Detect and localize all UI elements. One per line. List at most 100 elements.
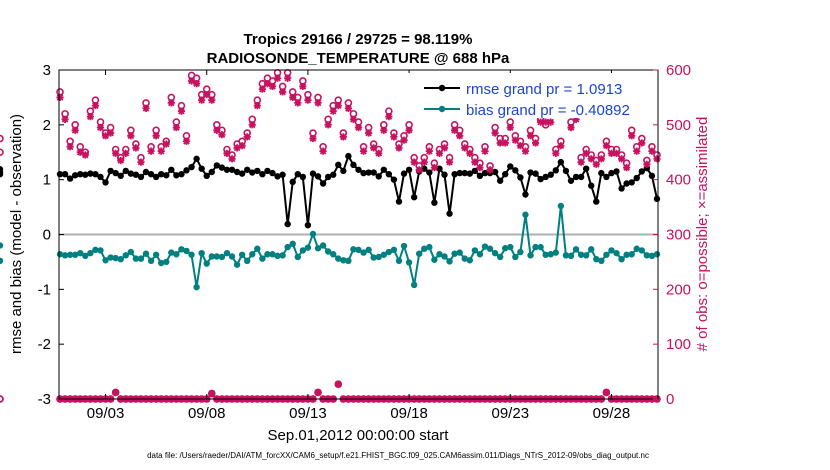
bias-point: [517, 248, 524, 256]
bias-point: [395, 257, 403, 265]
bias-point: [608, 247, 615, 254]
rmse-point: [314, 173, 322, 180]
assimilated-obs-marker: [602, 142, 610, 150]
y-left-tick-label: 0: [43, 227, 51, 244]
assimilated-obs-marker: [152, 132, 160, 140]
bias-point: [456, 249, 463, 256]
rmse-point: [66, 175, 74, 182]
y-axis-label-left: rmse and bias (model - observation): [8, 114, 25, 354]
rmse-point: [390, 176, 398, 183]
x-tick-label: 09/08: [188, 405, 226, 422]
bias-point: [390, 246, 398, 254]
assimilated-obs-marker: [334, 102, 342, 110]
assimilated-obs-marker: [86, 113, 94, 121]
bias-point: [436, 251, 443, 258]
bias-point: [193, 283, 200, 291]
rmse-point: [213, 162, 221, 169]
rmse-point: [203, 172, 210, 180]
bias-point: [183, 247, 190, 255]
assimilated-obs-marker: [612, 149, 621, 157]
assimilated-obs-marker: [542, 118, 550, 126]
rmse-point: [157, 170, 165, 178]
rmse-point: [588, 182, 595, 189]
assimilated-obs-marker: [56, 93, 64, 102]
rmse-point: [335, 161, 342, 169]
assimilated-obs-marker: [61, 115, 69, 123]
assimilated-obs-marker: [511, 136, 519, 144]
rmse-point: [577, 173, 585, 181]
rmse-point: [142, 168, 150, 176]
bias-point: [168, 249, 175, 256]
bias-point: [562, 252, 570, 259]
rmse-point: [61, 170, 69, 178]
rmse-point: [228, 166, 236, 173]
rmse-point: [309, 170, 317, 177]
assimilated-obs-marker: [390, 133, 398, 141]
assimilated-obs-marker: [577, 158, 585, 166]
assimilated-obs-marker: [208, 96, 216, 104]
x-tick-label: 09/28: [593, 405, 631, 422]
assimilated-obs-marker: [243, 133, 251, 141]
assimilated-obs-marker: [101, 132, 110, 140]
y-right-tick-label: 300: [666, 227, 691, 244]
bias-point: [112, 254, 119, 262]
bias-point: [496, 253, 504, 261]
rmse-point: [152, 173, 160, 181]
bias-point: [421, 245, 428, 252]
rmse-point: [476, 172, 484, 180]
assimilated-obs-marker: [425, 147, 433, 155]
assimilated-obs-marker: [476, 164, 484, 172]
bias-point: [178, 246, 185, 253]
rmse-point: [653, 195, 661, 203]
rmse-point: [92, 170, 99, 178]
rmse-point: [461, 169, 468, 177]
bias-point: [486, 245, 494, 252]
bias-point: [279, 252, 286, 259]
bias-point: [228, 253, 236, 260]
bias-point: [431, 256, 438, 263]
rmse-point: [173, 172, 180, 179]
bias-point: [481, 243, 489, 250]
y-left-tick-label: 2: [43, 117, 51, 134]
possible-obs-low-marker: [0, 395, 4, 403]
assimilated-obs-marker: [142, 104, 150, 112]
rmse-point: [633, 174, 640, 182]
rmse-point: [269, 169, 276, 177]
assimilated-obs-marker: [521, 147, 530, 155]
data-file-footer: data file: /Users/raeder/DAI/ATM_forcXX/…: [147, 451, 649, 460]
bias-point: [466, 257, 474, 264]
bias-point: [410, 281, 418, 289]
rmse-point: [304, 221, 312, 229]
rmse-point: [132, 171, 140, 178]
x-tick-label: 09/18: [390, 405, 428, 422]
bias-point: [259, 255, 266, 262]
rmse-point: [264, 167, 271, 175]
rmse-point: [628, 179, 635, 186]
rmse-point: [355, 166, 362, 173]
bias-point: [319, 242, 327, 249]
assimilated-obs-marker: [582, 149, 590, 157]
bias-point: [446, 258, 453, 265]
rmse-point: [350, 161, 357, 169]
legend-bias-label: bias grand pr = -0.40892: [466, 102, 630, 119]
bias-point: [107, 254, 114, 261]
assimilated-obs-marker: [344, 104, 352, 112]
assimilated-obs-marker: [461, 144, 469, 152]
bias-point: [0, 257, 4, 265]
rmse-point: [436, 165, 443, 172]
chart-title-line1: Tropics 29166 / 29725 = 98.119%: [244, 31, 473, 48]
rmse-point: [517, 174, 524, 181]
bias-point: [71, 251, 79, 258]
rmse-point: [284, 220, 291, 228]
rmse-point: [87, 170, 94, 177]
bias-point: [284, 243, 291, 251]
bias-point: [426, 243, 433, 251]
rmse-point: [593, 198, 600, 205]
bias-point: [56, 251, 64, 258]
bias-point: [122, 252, 129, 259]
legend-rmse-label: rmse grand pr = 1.0913: [466, 81, 622, 98]
rmse-point: [542, 173, 549, 181]
assimilated-obs-marker: [526, 132, 535, 140]
assimilated-obs-marker: [506, 123, 514, 132]
bias-point: [203, 260, 210, 267]
